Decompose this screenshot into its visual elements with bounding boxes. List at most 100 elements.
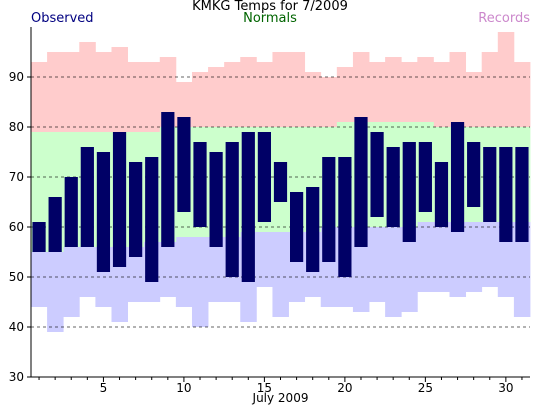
record-high-band-day-27 [449, 52, 467, 127]
observed-bar-day-28 [467, 142, 481, 207]
record-high-band-day-1 [31, 62, 48, 132]
record-high-band-day-7 [127, 62, 145, 132]
observed-bar-day-21 [354, 117, 368, 247]
observed-bar-day-14 [241, 132, 255, 282]
observed-bar-day-12 [209, 152, 223, 247]
record-low-band-day-24 [401, 227, 418, 312]
y-tick-label-60: 60 [9, 220, 24, 234]
record-low-band-day-2 [47, 252, 64, 332]
record-low-band-day-29 [481, 222, 499, 287]
record-low-band-day-26 [433, 222, 450, 292]
observed-bar-day-5 [96, 152, 111, 272]
record-high-band-day-10 [175, 82, 193, 127]
observed-bar-day-6 [112, 132, 127, 267]
observed-bar-day-16 [273, 162, 288, 202]
records-band-layer [31, 32, 531, 332]
record-low-band-day-31 [513, 222, 531, 317]
x-axis-label: July 2009 [252, 391, 309, 405]
observed-bar-day-25 [418, 142, 432, 212]
observed-bars-layer [32, 112, 529, 282]
record-high-band-day-24 [401, 62, 418, 122]
observed-bar-day-20 [338, 157, 352, 277]
record-low-band-day-22 [369, 227, 386, 302]
record-low-band-day-3 [63, 247, 80, 317]
record-low-band-day-23 [385, 227, 402, 317]
record-low-band-day-27 [449, 222, 467, 297]
record-low-band-day-11 [191, 237, 209, 327]
y-tick-label-80: 80 [9, 120, 24, 134]
x-tick-label-30: 30 [498, 381, 513, 395]
record-high-band-day-18 [304, 72, 322, 127]
observed-bar-day-30 [499, 147, 513, 242]
record-high-band-day-9 [159, 57, 177, 127]
observed-bar-day-8 [145, 157, 159, 282]
record-high-band-day-30 [497, 32, 515, 127]
observed-bar-day-10 [177, 117, 191, 212]
record-low-band-day-10 [175, 237, 193, 307]
legend-observed: Observed [31, 11, 94, 26]
legend-records: Records [478, 11, 530, 26]
record-low-band-day-21 [352, 227, 370, 312]
observed-bar-day-19 [322, 157, 336, 262]
record-high-band-day-15 [256, 62, 273, 127]
x-tick-label-20: 20 [337, 381, 352, 395]
record-high-band-day-16 [272, 52, 289, 127]
y-tick-label-50: 50 [9, 270, 24, 284]
record-high-band-day-13 [224, 62, 241, 127]
record-high-band-day-19 [320, 77, 338, 127]
observed-bar-day-3 [64, 177, 78, 247]
record-high-band-day-23 [385, 57, 402, 122]
observed-bar-day-23 [386, 147, 400, 227]
record-high-band-day-25 [417, 57, 434, 122]
record-low-band-day-25 [417, 222, 434, 292]
record-high-band-day-20 [336, 67, 354, 122]
record-high-band-day-17 [288, 52, 306, 127]
observed-bar-day-4 [80, 147, 94, 247]
record-high-band-day-6 [111, 47, 128, 132]
record-high-band-day-8 [143, 62, 161, 132]
observed-bar-day-24 [402, 142, 416, 242]
record-low-band-day-16 [272, 232, 289, 317]
axes-layer: 30 40 50 60 70 80 90 5 10 15 20 25 30 July 2009 [9, 27, 530, 405]
record-high-band-day-31 [513, 62, 531, 127]
record-high-band-day-11 [191, 72, 209, 127]
record-high-band-day-3 [63, 52, 80, 132]
x-tick-label-15: 15 [257, 381, 272, 395]
record-high-band-day-26 [433, 62, 450, 127]
observed-bar-day-26 [434, 162, 449, 227]
x-tick-label-10: 10 [176, 381, 191, 395]
record-low-band-day-28 [465, 222, 483, 292]
observed-bar-day-11 [193, 142, 207, 227]
record-high-band-day-5 [95, 52, 112, 132]
observed-bar-day-22 [370, 132, 384, 217]
record-high-band-day-12 [208, 67, 225, 127]
y-tick-label-30: 30 [9, 370, 24, 384]
record-low-band-day-9 [159, 242, 177, 297]
record-low-band-day-7 [127, 247, 145, 302]
observed-bar-day-7 [129, 162, 143, 257]
record-high-band-day-28 [465, 72, 483, 127]
legend-normals: Normals [243, 11, 297, 26]
observed-bar-day-9 [161, 112, 175, 247]
record-low-band-day-12 [208, 237, 225, 302]
observed-bar-day-31 [515, 147, 529, 242]
record-low-band-day-4 [79, 247, 96, 297]
observed-bar-day-2 [48, 197, 62, 252]
y-tick-label-40: 40 [9, 320, 24, 334]
x-tick-label-5: 5 [100, 381, 108, 395]
record-high-band-day-29 [481, 52, 499, 127]
observed-bar-day-13 [225, 142, 239, 277]
observed-bar-day-29 [483, 147, 497, 222]
record-high-band-day-14 [240, 57, 257, 127]
observed-bar-day-27 [450, 122, 465, 232]
chart-title: KMKG Temps for 7/2009 [192, 0, 348, 14]
observed-bar-day-18 [306, 187, 320, 272]
y-tick-label-70: 70 [9, 170, 24, 184]
x-tick-label-25: 25 [418, 381, 433, 395]
observed-bar-day-1 [32, 222, 46, 252]
record-high-band-day-22 [369, 62, 386, 122]
record-high-band-day-21 [352, 52, 370, 122]
record-low-band-day-1 [31, 252, 48, 307]
